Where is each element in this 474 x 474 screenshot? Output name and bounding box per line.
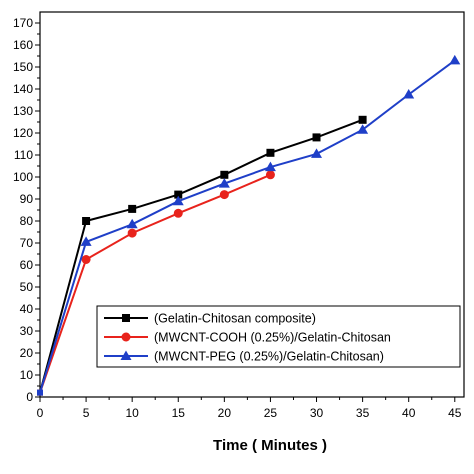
legend-marker: [121, 332, 131, 342]
y-tick-label: 120: [13, 126, 33, 140]
y-tick-label: 170: [13, 16, 33, 30]
data-point: [37, 389, 43, 396]
legend-label: (Gelatin-Chitosan composite): [154, 312, 316, 326]
data-point: [82, 217, 91, 225]
data-point: [265, 170, 275, 180]
y-tick-label: 0: [26, 390, 33, 404]
data-point: [173, 208, 183, 218]
data-point: [449, 54, 461, 65]
x-axis-title: Time ( Minutes ): [213, 437, 327, 454]
x-tick-label: 25: [264, 406, 278, 420]
series-layer: [37, 54, 461, 396]
y-tick-label: 50: [20, 280, 34, 294]
legend-marker: [120, 350, 132, 360]
data-point: [218, 178, 230, 188]
x-tick-label: 20: [218, 406, 232, 420]
y-tick-label: 80: [20, 214, 34, 228]
data-point: [219, 190, 229, 200]
y-tick-label: 10: [20, 368, 34, 382]
x-tick-label: 45: [448, 406, 462, 420]
legend-label: (MWCNT-COOH (0.25%)/Gelatin-Chitosan: [154, 331, 391, 345]
data-point: [172, 195, 184, 206]
series-line: [39, 59, 456, 393]
x-tick-label: 30: [310, 406, 324, 420]
legend-label: (MWCNT-PEG (0.25%)/Gelatin-Chitosan): [154, 350, 384, 364]
y-tick-label: 90: [20, 192, 34, 206]
data-point: [80, 236, 92, 246]
y-tick-label: 70: [20, 236, 34, 250]
data-point: [357, 124, 369, 134]
legend-entry: (MWCNT-PEG (0.25%)/Gelatin-Chitosan): [104, 350, 384, 364]
data-point: [220, 170, 229, 179]
series-line: [39, 118, 363, 393]
y-tick-label: 110: [14, 148, 33, 162]
y-tick-label: 40: [20, 302, 34, 316]
data-point: [266, 148, 275, 157]
data-point: [128, 204, 137, 213]
y-tick-label: 30: [20, 324, 34, 338]
legend-entry: (MWCNT-COOH (0.25%)/Gelatin-Chitosan: [104, 331, 391, 345]
x-tick-label: 5: [83, 406, 90, 420]
axes: 0 5 10 15 20 25 30 35 40 45 0 10 20 30 40 50 60 70 80 90 100…: [13, 11, 465, 420]
data-point: [358, 115, 367, 124]
series-3: [37, 54, 461, 396]
y-tick-label: 130: [13, 104, 33, 118]
y-tick-label: 20: [20, 346, 34, 360]
data-point: [81, 255, 91, 264]
y-tick-label: 160: [13, 38, 33, 52]
data-point: [174, 190, 183, 199]
x-tick-label: 40: [402, 406, 416, 420]
x-tick-label: 10: [125, 406, 139, 420]
data-point: [127, 228, 137, 238]
series-line: [39, 173, 271, 393]
data-point: [264, 161, 276, 172]
legend: (Gelatin-Chitosan composite) (MWCNT-COOH …: [96, 305, 461, 368]
legend-marker: [122, 314, 130, 322]
x-tick-label: 35: [356, 406, 370, 420]
y-tick-label: 60: [20, 258, 34, 272]
legend-box: [96, 305, 461, 368]
y-tick-label: 100: [13, 170, 33, 184]
data-point: [311, 148, 323, 158]
legend-entry: (Gelatin-Chitosan composite): [104, 312, 316, 326]
y-tick-label: 140: [13, 82, 33, 96]
data-point: [403, 89, 415, 99]
plot-frame: [39, 11, 465, 398]
data-point: [126, 218, 138, 229]
y-tick-label: 150: [13, 60, 33, 74]
x-tick-label: 0: [37, 406, 44, 420]
data-point: [312, 133, 321, 142]
x-tick-label: 15: [172, 406, 186, 420]
